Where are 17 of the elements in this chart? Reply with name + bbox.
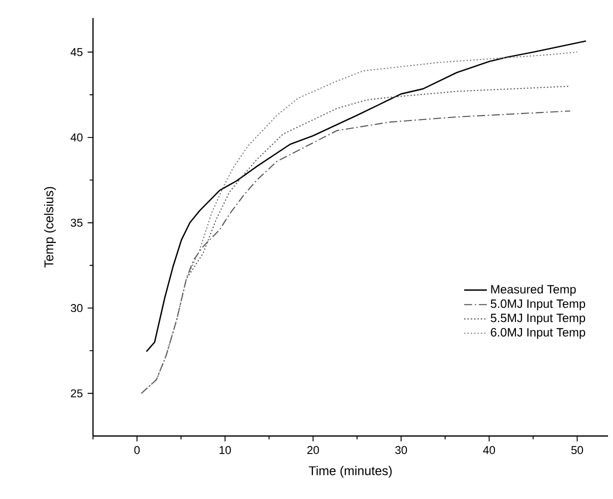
- x-tick-label: 30: [395, 446, 407, 454]
- y-tick-label: 35: [70, 218, 82, 227]
- legend-label: 6.0MJ Input Temp: [490, 328, 586, 339]
- y-tick-label: 40: [70, 133, 83, 142]
- legend-label: 5.0MJ Input Temp: [490, 299, 586, 310]
- x-tick-label: 40: [483, 446, 496, 454]
- x-tick-label: 10: [220, 446, 231, 454]
- y-tick-label: 30: [70, 304, 83, 312]
- legend-label: 5.5MJ Input Temp: [490, 314, 586, 325]
- x-tick-label: 20: [307, 446, 319, 454]
- x-tick-label: 0: [134, 446, 140, 454]
- x-axis-title: Time (minutes): [308, 466, 392, 478]
- x-tick-label: 50: [571, 446, 584, 454]
- y-axis-title: Temp (celsius): [44, 186, 56, 268]
- y-tick-label: 25: [70, 389, 82, 398]
- legend-label: Measured Temp: [491, 284, 576, 296]
- y-tick-label: 45: [70, 48, 82, 56]
